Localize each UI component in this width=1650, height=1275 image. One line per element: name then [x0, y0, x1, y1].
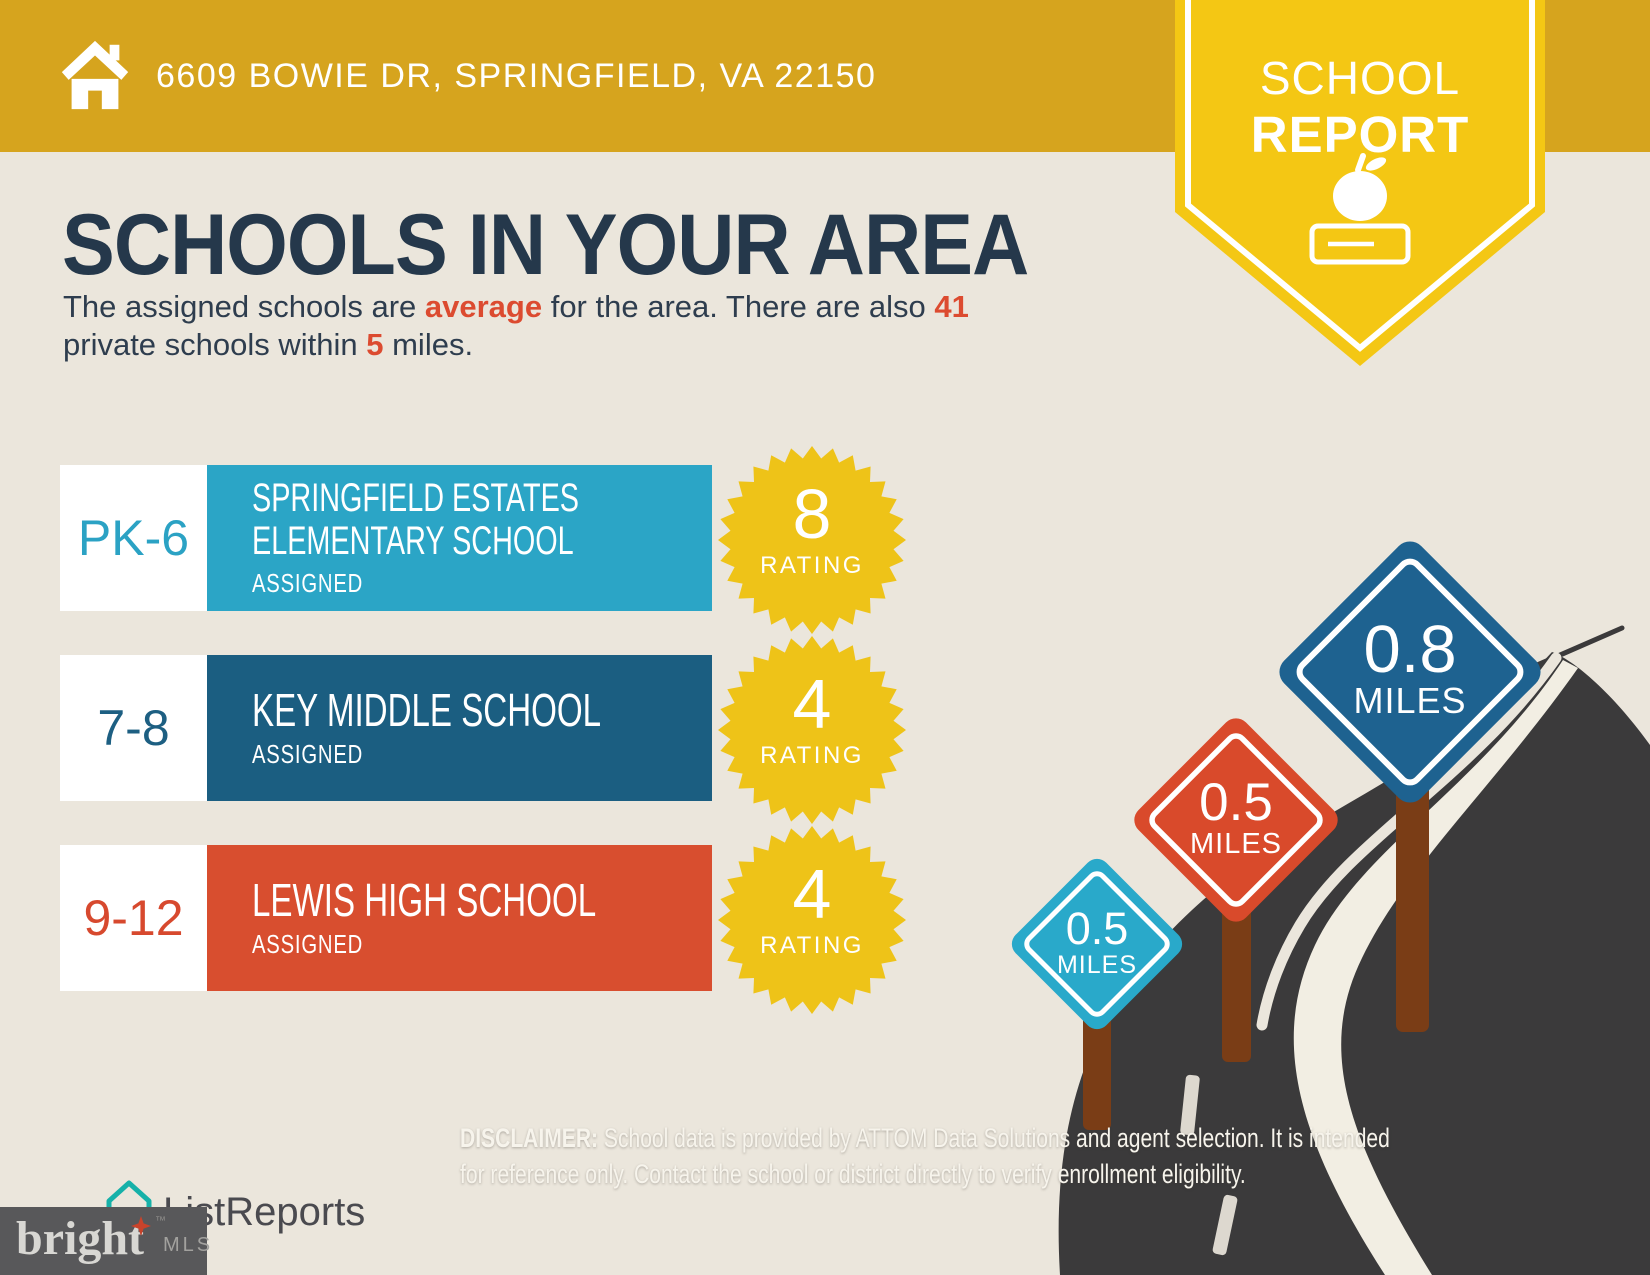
rating-starburst: 4 RATING	[718, 826, 906, 1014]
rating-label: RATING	[760, 742, 864, 769]
home-icon	[61, 40, 129, 110]
school-row-middle: 7-8 KEY MIDDLE SCHOOL ASSIGNED 4 RATING	[60, 636, 930, 824]
school-name-line1: KEY MIDDLE SCHOOL	[252, 684, 602, 736]
property-address: 6609 BOWIE DR, SPRINGFIELD, VA 22150	[156, 56, 877, 95]
grade-range: 9-12	[60, 845, 207, 991]
rating-starburst: 8 RATING	[718, 446, 906, 634]
sign-post	[1083, 950, 1111, 1130]
school-status: ASSIGNED	[252, 739, 364, 769]
trademark-symbol: ™	[155, 1215, 166, 1227]
bright-mls-logo: bright ™ MLS	[0, 1207, 210, 1275]
distance-sign-elementary: 0.5 MILES	[1011, 858, 1183, 1030]
sign-unit: MILES	[1057, 951, 1137, 979]
sign-post	[1222, 840, 1251, 1062]
mls-wordmark: MLS	[163, 1234, 214, 1256]
rating-label: RATING	[760, 552, 864, 579]
sign-distance: 0.5	[1066, 903, 1129, 954]
school-name-line2: ELEMENTARY SCHOOL	[252, 519, 574, 563]
grade-range: 7-8	[60, 655, 207, 801]
distance-sign-middle: 0.5 MILES	[1134, 718, 1338, 922]
school-status: ASSIGNED	[252, 929, 364, 959]
sign-unit: MILES	[1190, 828, 1282, 860]
school-row-elementary: PK-6 SPRINGFIELD ESTATES ELEMENTARY SCHO…	[60, 446, 930, 634]
road-dash	[1212, 1194, 1238, 1256]
school-bar: SPRINGFIELD ESTATES ELEMENTARY SCHOOL AS…	[207, 465, 712, 611]
disclaimer: DISCLAIMER: School data is provided by A…	[460, 1120, 1650, 1192]
rating-starburst: 4 RATING	[718, 636, 906, 824]
sign-distance: 0.8	[1363, 612, 1456, 687]
distance-sign-high: 0.8 MILES	[1279, 541, 1541, 803]
apple-on-book-icon	[1309, 153, 1411, 265]
school-row-high: 9-12 LEWIS HIGH SCHOOL ASSIGNED 4 RATING	[60, 826, 930, 1014]
page-title: SCHOOLS IN YOUR AREA	[62, 197, 1029, 293]
bright-wordmark: bright	[16, 1212, 145, 1265]
rating-value: 4	[793, 665, 832, 743]
school-status: ASSIGNED	[252, 568, 364, 598]
school-name-line1: LEWIS HIGH SCHOOL	[252, 874, 597, 926]
sign-distance: 0.5	[1199, 773, 1273, 832]
school-name-line1: SPRINGFIELD ESTATES	[252, 476, 580, 520]
sign-unit: MILES	[1353, 680, 1466, 721]
disclaimer-line2: for reference only. Contact the school o…	[460, 1159, 1246, 1189]
rating-value: 4	[793, 855, 832, 933]
road-gap-line	[1256, 652, 1562, 1031]
bright-spark-icon	[131, 1216, 151, 1236]
rating-label: RATING	[760, 932, 864, 959]
subtitle: The assigned schools are average for the…	[63, 289, 969, 362]
disclaimer-label: DISCLAIMER:	[460, 1123, 599, 1153]
rating-value: 8	[793, 475, 832, 553]
disclaimer-line1: School data is provided by ATTOM Data So…	[598, 1123, 1390, 1153]
school-bar: KEY MIDDLE SCHOOL ASSIGNED	[207, 655, 712, 801]
sign-post	[1396, 730, 1429, 1032]
grade-range: PK-6	[60, 465, 207, 611]
school-bar: LEWIS HIGH SCHOOL ASSIGNED	[207, 845, 712, 991]
